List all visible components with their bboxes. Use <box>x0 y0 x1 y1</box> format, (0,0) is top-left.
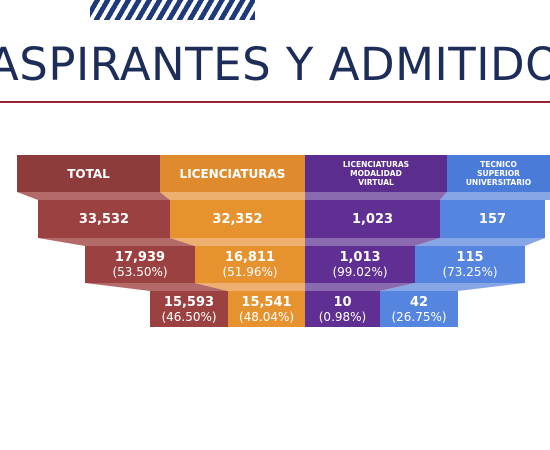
data-cell: 157 <box>440 200 545 238</box>
cell-value: 17,939 <box>114 250 166 265</box>
cell-percent: (73.25%) <box>442 265 498 279</box>
cell-percent: (53.50%) <box>112 265 168 279</box>
title-box: ASPIRANTES Y ADMITIDOS <box>0 38 550 98</box>
title-rule <box>0 101 550 103</box>
data-cell: 15,593 (46.50%) <box>150 291 228 327</box>
data-cell: 115 (73.25%) <box>415 246 525 283</box>
cell-percent: (46.50%) <box>161 309 217 324</box>
cell-percent: (51.96%) <box>222 265 278 279</box>
data-cell: 15,541 (48.04%) <box>228 291 305 327</box>
data-cell: 42 (26.75%) <box>380 291 458 327</box>
data-cell: 17,939 (53.50%) <box>85 246 195 283</box>
column-header: TECNICO SUPERIOR UNIVERSITARIO <box>447 155 550 192</box>
cell-value: 10 <box>333 294 352 310</box>
cell-percent: (48.04%) <box>238 309 295 324</box>
column-header: LICENCIATURAS <box>160 155 305 192</box>
cell-value: 15,593 <box>163 294 215 310</box>
title: ASPIRANTES Y ADMITIDOS <box>0 38 550 91</box>
column-header: LICENCIATURAS MODALIDAD VIRTUAL <box>305 155 447 192</box>
column-header-text: TOTAL <box>67 166 110 181</box>
stripe-decoration <box>90 0 255 20</box>
cell-value: 16,811 <box>224 250 276 265</box>
cell-percent: (26.75%) <box>391 309 447 324</box>
column-header-text: TECNICO SUPERIOR UNIVERSITARIO <box>465 160 532 187</box>
cell-value: 42 <box>409 294 429 310</box>
column-header-text: LICENCIATURAS <box>179 166 286 181</box>
cell-value: 157 <box>478 211 507 227</box>
cell-percent: (99.02%) <box>332 265 388 279</box>
cell-value: 32,352 <box>212 211 263 227</box>
cell-percent: (0.98%) <box>318 309 367 324</box>
column-header: TOTAL <box>17 155 160 192</box>
data-cell: 1,023 <box>305 200 440 238</box>
data-cell: 33,532 <box>38 200 170 238</box>
data-cell: 10 (0.98%) <box>305 291 380 327</box>
data-cell: 32,352 <box>170 200 305 238</box>
cell-value: 15,541 <box>241 294 292 310</box>
cell-value: 115 <box>456 250 484 265</box>
cell-value: 1,013 <box>339 250 381 265</box>
cell-value: 33,532 <box>78 211 130 227</box>
column-header-text: LICENCIATURAS MODALIDAD VIRTUAL <box>342 160 410 187</box>
data-cell: 1,013 (99.02%) <box>305 246 415 283</box>
cell-value: 1,023 <box>351 211 394 227</box>
data-cell: 16,811 (51.96%) <box>195 246 305 283</box>
